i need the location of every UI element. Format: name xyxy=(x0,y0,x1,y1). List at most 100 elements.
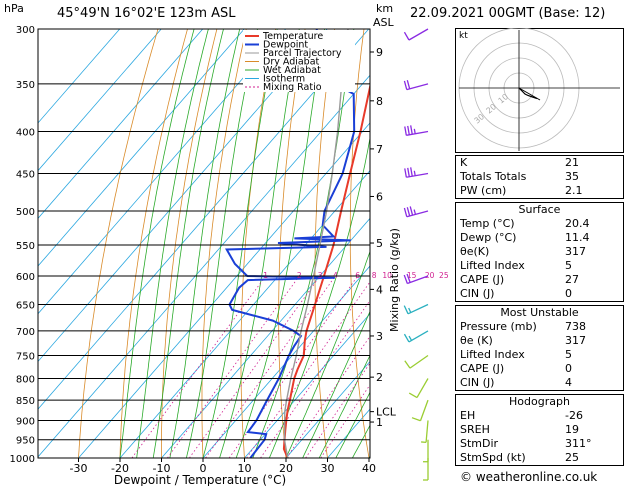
mixing-ratio-label: 25 xyxy=(439,271,449,280)
height-tick-label: 8 xyxy=(376,95,383,108)
wind-barb-flag xyxy=(406,207,411,217)
most-unstable-value: 4 xyxy=(565,376,572,389)
most-unstable-row: Lifted Index 5 xyxy=(456,348,623,362)
legend-label: Temperature xyxy=(262,31,323,42)
wet-adiabat-line xyxy=(152,29,224,458)
legend-label: Mixing Ratio xyxy=(263,82,322,93)
wind-barb xyxy=(407,275,429,285)
wind-barb-flag xyxy=(410,125,413,135)
hodograph-table: Hodograph EH -26 SREH 19 StmDir 311° StmSpd (k… xyxy=(455,394,624,466)
surface-value: 20.4 xyxy=(565,217,590,230)
x-tick-label: 30 xyxy=(321,462,335,475)
height-tick-label: 2 xyxy=(376,371,383,384)
isotherm-line xyxy=(38,29,204,219)
most-unstable-row: θe (K) 317 xyxy=(456,334,623,348)
height-tick-label: 4 xyxy=(376,283,383,296)
legend-label: Dewpoint xyxy=(263,40,308,51)
index-label: PW (cm) xyxy=(460,184,507,197)
pressure-tick-label: 350 xyxy=(16,80,35,91)
pressure-tick-label: 750 xyxy=(16,351,35,362)
height-tick-label: 1 xyxy=(376,416,383,429)
surface-row: CIN (J) 0 xyxy=(456,287,623,301)
most-unstable-title: Most Unstable xyxy=(500,306,579,319)
height-tick-label: 5 xyxy=(376,237,383,250)
hodograph-value: 19 xyxy=(565,423,579,436)
legend-label: Parcel Trajectory xyxy=(263,48,342,59)
wind-barb-flag xyxy=(404,360,411,369)
legend-label: Isotherm xyxy=(263,74,305,85)
hodograph-unit-label: kt xyxy=(459,31,468,41)
most-unstable-row: CIN (J) 4 xyxy=(456,376,623,390)
dry-adiabat-line xyxy=(201,29,247,458)
isotherm-line xyxy=(38,29,121,124)
pressure-tick-label: 850 xyxy=(16,396,35,407)
mixing-ratio-label: 10 xyxy=(382,271,392,280)
index-row: PW (cm) 2.1 xyxy=(456,184,623,198)
wet-adiabat-line xyxy=(252,29,355,458)
wet-adiabat-line xyxy=(335,391,370,458)
hodograph-label: StmSpd (kt) xyxy=(460,451,526,464)
isotherm-line xyxy=(161,217,370,458)
dewpoint-profile xyxy=(225,29,356,458)
wind-barb xyxy=(425,420,429,443)
isotherm-line xyxy=(38,29,162,172)
wet-adiabat-line xyxy=(302,310,370,458)
pressure-tick-label: 400 xyxy=(16,128,35,139)
mixing-ratio-line xyxy=(246,281,370,458)
x-tick-label: 40 xyxy=(362,462,376,475)
wind-barb xyxy=(406,172,429,178)
surface-value: 317 xyxy=(565,245,586,258)
height-tick-label: 6 xyxy=(376,190,383,203)
most-unstable-row: Pressure (mb) 738 xyxy=(456,320,623,334)
wind-barb-flag xyxy=(411,417,421,422)
dry-adiabat-line xyxy=(417,17,452,458)
hodograph-value: 25 xyxy=(565,451,579,464)
wind-barb-flag xyxy=(413,128,416,134)
wind-barb xyxy=(408,330,429,343)
wind-barb xyxy=(409,354,429,369)
surface-row: Dewp (°C) 11.4 xyxy=(456,231,623,245)
x-tick-label: -30 xyxy=(70,462,88,475)
wind-barb-flag xyxy=(403,80,408,90)
isotherm-line xyxy=(38,74,370,458)
indices-table: K 21 Totals Totals 35 PW (cm) 2.1 xyxy=(455,155,624,199)
wind-barb-flag xyxy=(403,333,410,343)
mixing-ratio-axis-label: Mixing Ratio (g/kg) xyxy=(388,228,401,332)
pressure-tick-label: 700 xyxy=(16,327,35,338)
hodograph-label: StmDir xyxy=(460,437,499,450)
surface-value: 0 xyxy=(565,287,572,300)
wet-adiabat-line xyxy=(219,29,300,458)
surface-label: Dewp (°C) xyxy=(460,231,517,244)
wind-barb xyxy=(407,303,429,315)
x-tick-label: 20 xyxy=(279,462,293,475)
most-unstable-label: Lifted Index xyxy=(460,348,525,361)
dry-adiabat-line xyxy=(78,29,159,458)
wind-barb-flag xyxy=(410,167,413,177)
height-tick-label: 9 xyxy=(376,46,383,59)
isotherm-line xyxy=(38,29,287,315)
isotherm-line xyxy=(38,29,370,410)
credit-text: © weatheronline.co.uk xyxy=(460,470,598,484)
temperature-profile xyxy=(282,82,370,458)
height-unit-km: km xyxy=(376,2,394,15)
wind-barb-flag xyxy=(403,305,409,315)
pressure-tick-label: 650 xyxy=(16,301,35,312)
hodograph-row: SREH 19 xyxy=(456,423,623,437)
x-tick-label: -20 xyxy=(111,462,129,475)
most-unstable-label: CAPE (J) xyxy=(460,362,505,375)
x-tick-label: -10 xyxy=(153,462,171,475)
surface-title: Surface xyxy=(518,203,561,216)
datetime-title: 22.09.2021 00GMT (Base: 12) xyxy=(410,6,606,21)
wet-adiabat-line xyxy=(202,29,278,458)
wind-barb-flag xyxy=(408,392,418,399)
most-unstable-value: 738 xyxy=(565,320,586,333)
dry-adiabat-line xyxy=(119,29,188,458)
wind-barb-flag xyxy=(403,207,408,217)
wind-barb-flag xyxy=(413,170,416,176)
most-unstable-value: 0 xyxy=(565,362,572,375)
hodograph-row: StmDir 311° xyxy=(456,437,623,451)
wind-barb xyxy=(408,28,429,41)
hodograph-row: StmSpd (kt) 25 xyxy=(456,451,623,465)
index-value: 2.1 xyxy=(565,184,583,197)
